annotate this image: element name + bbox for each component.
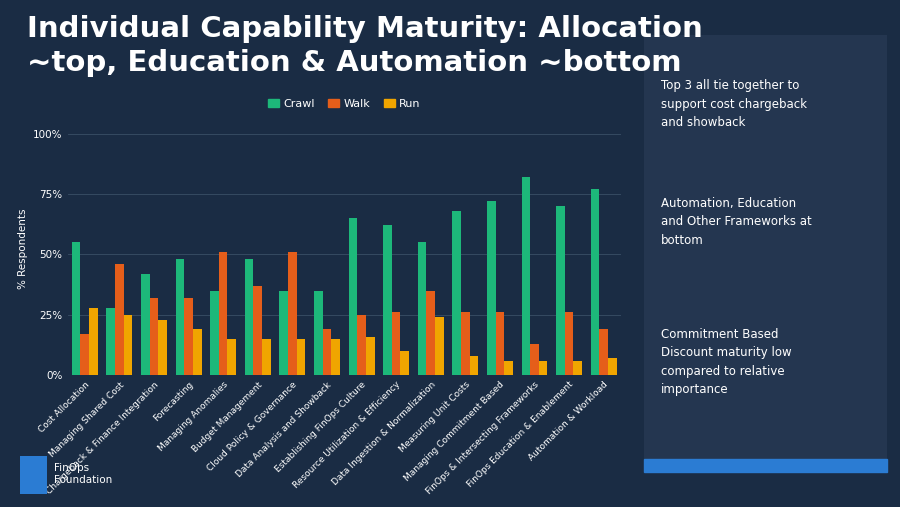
- Bar: [521, 177, 530, 375]
- Bar: [366, 337, 374, 375]
- Bar: [314, 291, 322, 375]
- Bar: [487, 201, 496, 375]
- Bar: [254, 286, 262, 375]
- Bar: [357, 315, 366, 375]
- Bar: [149, 298, 158, 375]
- Bar: [530, 344, 539, 375]
- Bar: [644, 459, 886, 472]
- Bar: [599, 330, 608, 375]
- Bar: [115, 264, 123, 375]
- Bar: [288, 252, 297, 375]
- Text: Commitment Based
Discount maturity low
compared to relative
importance: Commitment Based Discount maturity low c…: [661, 328, 791, 396]
- Text: Individual Capability Maturity: Allocation
~top, Education & Automation ~bottom: Individual Capability Maturity: Allocati…: [27, 15, 703, 77]
- Bar: [72, 242, 80, 375]
- Bar: [392, 312, 400, 375]
- Bar: [123, 315, 132, 375]
- Bar: [158, 319, 167, 375]
- Text: Automation, Education
and Other Frameworks at
bottom: Automation, Education and Other Framewor…: [661, 197, 811, 247]
- Bar: [539, 360, 547, 375]
- Text: Top 3 all tie together to
support cost chargeback
and showback: Top 3 all tie together to support cost c…: [661, 79, 806, 129]
- Bar: [590, 189, 599, 375]
- Bar: [297, 339, 305, 375]
- Bar: [262, 339, 271, 375]
- Bar: [400, 351, 410, 375]
- Bar: [504, 360, 513, 375]
- Bar: [80, 334, 89, 375]
- Bar: [435, 317, 444, 375]
- Bar: [573, 360, 582, 375]
- Bar: [184, 298, 193, 375]
- Bar: [245, 259, 254, 375]
- Bar: [470, 356, 478, 375]
- Bar: [193, 330, 202, 375]
- Bar: [418, 242, 427, 375]
- Bar: [141, 274, 149, 375]
- Bar: [228, 339, 236, 375]
- Y-axis label: % Respondents: % Respondents: [18, 208, 28, 288]
- Bar: [383, 226, 392, 375]
- Bar: [322, 330, 331, 375]
- Bar: [219, 252, 228, 375]
- Bar: [565, 312, 573, 375]
- Bar: [211, 291, 219, 375]
- Bar: [331, 339, 340, 375]
- Bar: [496, 312, 504, 375]
- Bar: [106, 308, 115, 375]
- Legend: Crawl, Walk, Run: Crawl, Walk, Run: [264, 94, 425, 113]
- Text: FinOps
Foundation: FinOps Foundation: [54, 463, 112, 485]
- Bar: [556, 206, 565, 375]
- Bar: [89, 308, 98, 375]
- Bar: [348, 218, 357, 375]
- Bar: [427, 291, 435, 375]
- Bar: [176, 259, 184, 375]
- Bar: [453, 211, 461, 375]
- Bar: [608, 358, 617, 375]
- Bar: [461, 312, 470, 375]
- Bar: [279, 291, 288, 375]
